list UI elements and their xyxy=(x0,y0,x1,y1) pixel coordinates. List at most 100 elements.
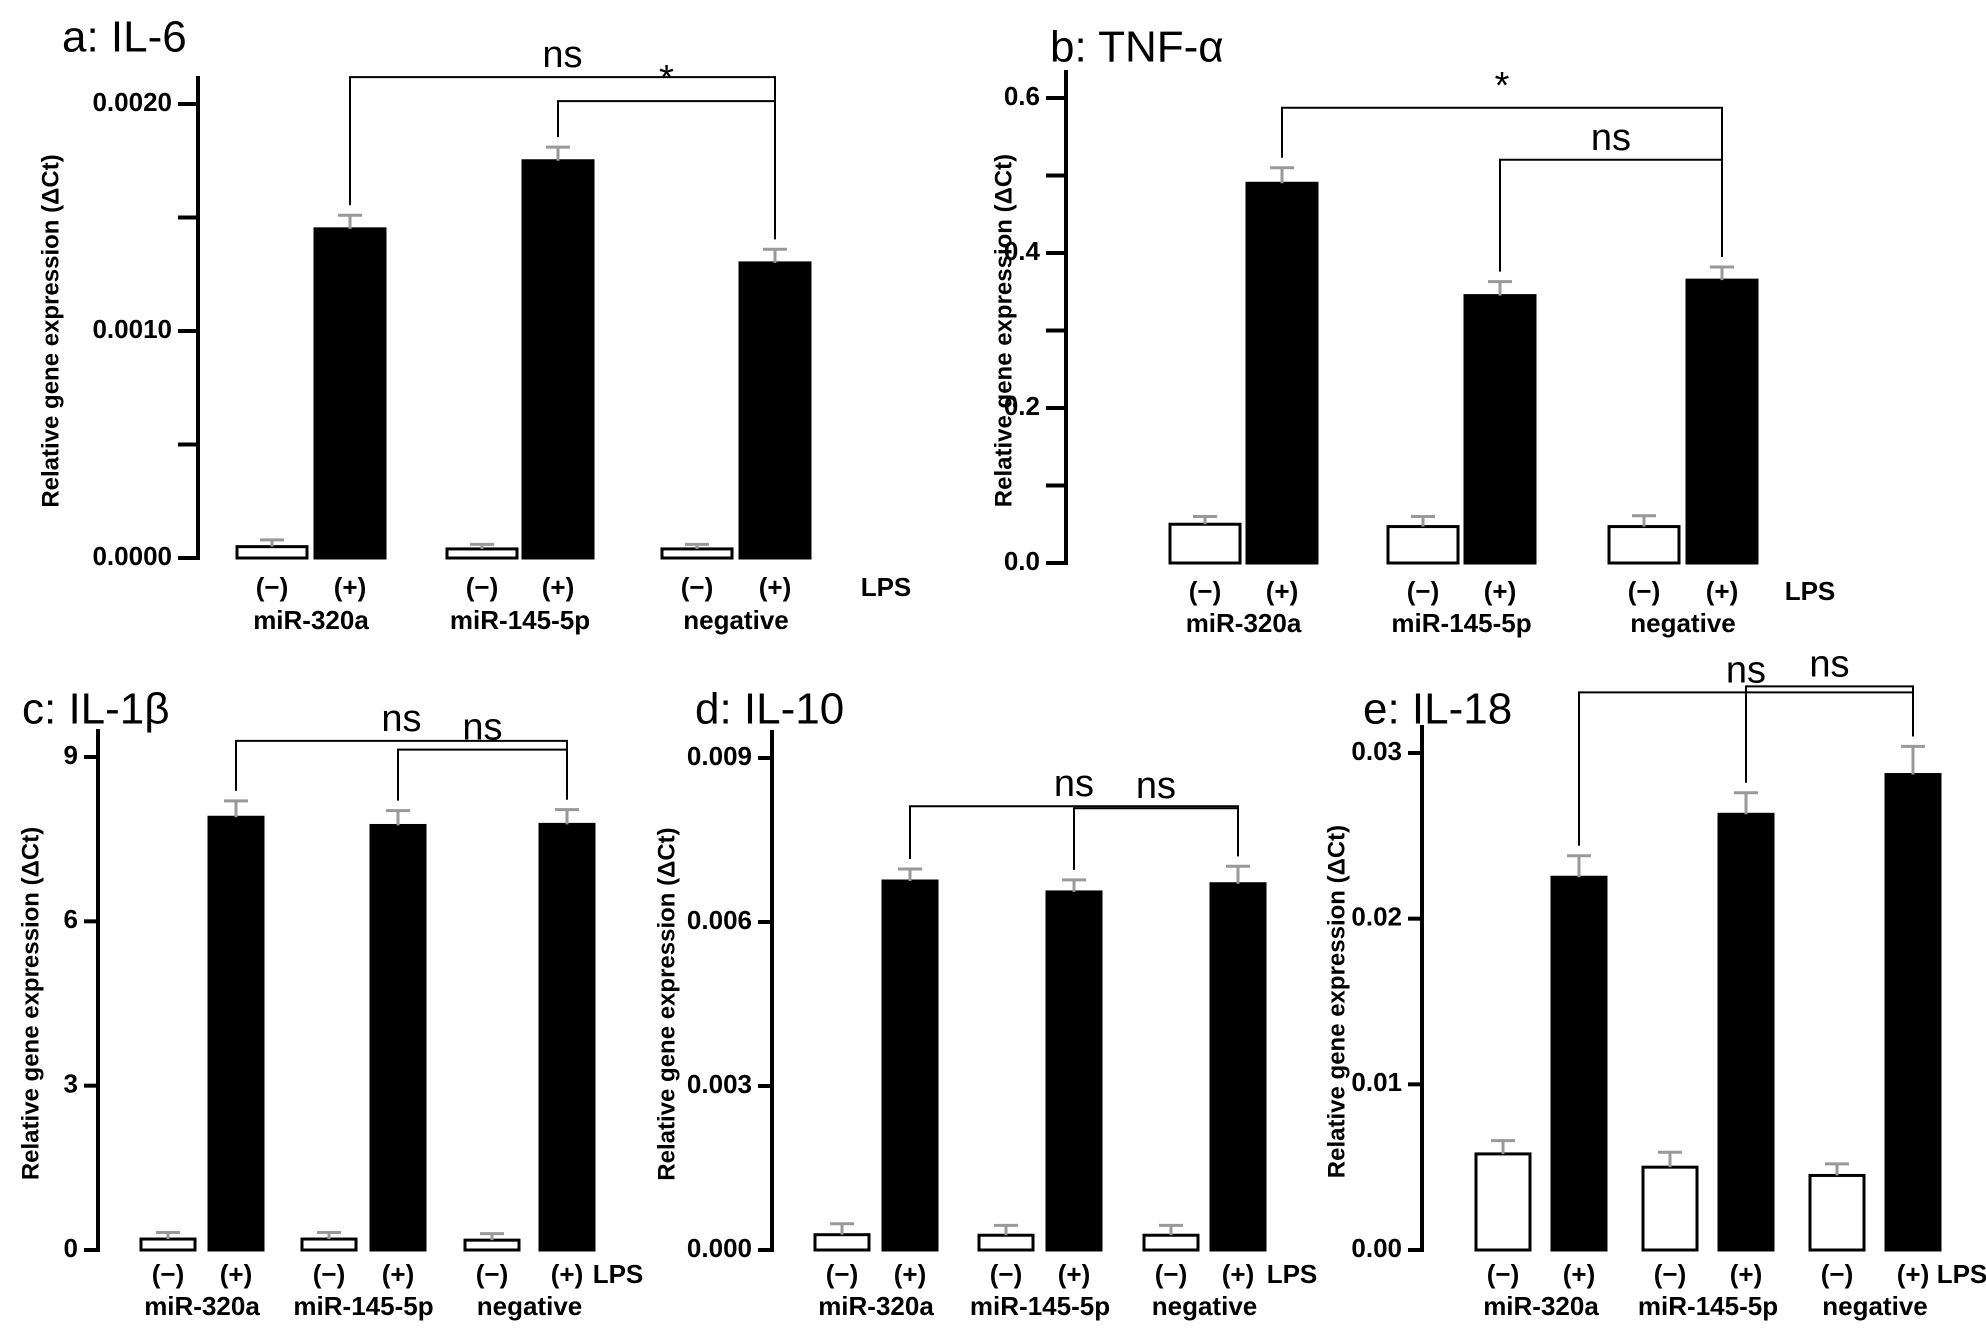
condition-label: (−) xyxy=(681,572,714,602)
y-tick-label: 0.006 xyxy=(687,905,752,935)
condition-label: (−) xyxy=(1654,1259,1687,1289)
condition-label: (+) xyxy=(551,1259,584,1289)
bar-lps-minus xyxy=(445,547,519,560)
y-tick-label: 0.4 xyxy=(1004,236,1041,266)
y-tick-label: 0.0010 xyxy=(92,314,172,344)
bar-lps-minus xyxy=(1474,1152,1532,1252)
bar-lps-minus xyxy=(139,1237,197,1252)
y-axis-label: Relative gene expression (ΔCt) xyxy=(37,154,64,507)
bar-lps-minus xyxy=(1641,1165,1699,1252)
y-axis-label: Relative gene expression (ΔCt) xyxy=(653,827,680,1180)
bar-lps-plus xyxy=(369,823,427,1252)
condition-label: (+) xyxy=(1058,1259,1091,1289)
y-tick-label: 0.03 xyxy=(1351,736,1402,766)
group-label: negative xyxy=(1822,1291,1928,1321)
condition-label: (+) xyxy=(1730,1259,1763,1289)
group-label: miR-320a xyxy=(1483,1291,1599,1321)
significance-label: * xyxy=(659,58,674,100)
y-tick-label: 0 xyxy=(64,1233,78,1263)
group-label: miR-145-5p xyxy=(970,1291,1110,1321)
significance-label: ns xyxy=(542,34,582,76)
significance-bracket xyxy=(1281,106,1723,257)
bar-lps-plus xyxy=(738,261,812,560)
condition-label: (−) xyxy=(1821,1259,1854,1289)
bar-lps-minus xyxy=(1168,522,1242,565)
bar-lps-minus xyxy=(1386,525,1460,565)
bar-lps-minus xyxy=(463,1238,521,1252)
bar-lps-plus xyxy=(881,879,939,1252)
bar-lps-minus xyxy=(977,1233,1035,1252)
bar-lps-plus xyxy=(1550,875,1608,1252)
significance-bracket xyxy=(1073,807,1239,870)
condition-label: (+) xyxy=(334,572,367,602)
bar-lps-plus xyxy=(1045,890,1103,1252)
condition-label: (−) xyxy=(476,1259,509,1289)
condition-label: (−) xyxy=(1628,576,1661,606)
condition-label: (−) xyxy=(256,572,289,602)
condition-label: (−) xyxy=(1407,576,1440,606)
bar-lps-plus xyxy=(313,227,387,560)
y-tick-label: 0.0020 xyxy=(92,87,172,117)
panel-title: c: IL-1β xyxy=(22,685,170,734)
panel-title: d: IL-10 xyxy=(695,685,844,734)
group-label: miR-320a xyxy=(253,605,369,635)
bar-lps-plus xyxy=(1209,882,1267,1252)
group-label: miR-320a xyxy=(818,1291,934,1321)
significance-label: ns xyxy=(462,707,502,749)
group-label: miR-320a xyxy=(1186,608,1302,638)
y-axis-label: Relative gene expression (ΔCt) xyxy=(17,827,44,1180)
bar-lps-minus xyxy=(1607,525,1681,565)
bar-lps-plus xyxy=(538,822,596,1252)
y-tick-label: 0.00 xyxy=(1351,1233,1402,1263)
condition-label: (+) xyxy=(382,1259,415,1289)
bar-lps-plus xyxy=(207,815,265,1252)
condition-label: (−) xyxy=(1487,1259,1520,1289)
bar-lps-plus xyxy=(1245,181,1319,565)
y-tick-label: 0.009 xyxy=(687,741,752,771)
y-axis-label: Relative gene expression (ΔCt) xyxy=(1323,825,1350,1178)
bar-lps-plus xyxy=(1463,294,1537,565)
condition-label: (−) xyxy=(826,1259,859,1289)
y-tick-label: 0.0000 xyxy=(92,541,172,571)
bar-lps-minus xyxy=(660,547,734,560)
group-label: miR-320a xyxy=(144,1291,260,1321)
bar-lps-minus xyxy=(235,545,309,560)
significance-label: * xyxy=(1495,65,1510,107)
panel-b: b: TNF-α 0.0 0.2 0.4 0.6 Relative gene expres… xyxy=(990,23,1835,638)
group-label: miR-145-5p xyxy=(1391,608,1531,638)
bar-lps-minus xyxy=(300,1237,358,1252)
significance-bracket xyxy=(557,100,776,240)
condition-label: (+) xyxy=(1706,576,1739,606)
condition-label: (+) xyxy=(542,572,575,602)
bar-lps-minus xyxy=(813,1233,871,1252)
panel-title: e: IL-18 xyxy=(1363,685,1512,734)
group-label: negative xyxy=(477,1291,583,1321)
lps-label: LPS xyxy=(1937,1259,1986,1289)
y-axis-label: Relative gene expression (ΔCt) xyxy=(990,154,1017,507)
y-tick-label: 0.01 xyxy=(1351,1067,1402,1097)
lps-label: LPS xyxy=(1267,1259,1318,1289)
significance-label: ns xyxy=(1054,763,1094,805)
condition-label: (−) xyxy=(990,1259,1023,1289)
condition-label: (−) xyxy=(152,1259,185,1289)
group-label: miR-145-5p xyxy=(1638,1291,1778,1321)
bar-lps-plus xyxy=(1717,812,1775,1252)
group-label: miR-145-5p xyxy=(293,1291,433,1321)
panel-title: b: TNF-α xyxy=(1050,23,1224,72)
condition-label: (+) xyxy=(1222,1259,1255,1289)
y-tick-label: 0.02 xyxy=(1351,902,1402,932)
bar-lps-plus xyxy=(1685,278,1759,565)
significance-label: ns xyxy=(1136,765,1176,807)
y-tick-label: 0.000 xyxy=(687,1233,752,1263)
significance-bracket xyxy=(1745,685,1914,783)
lps-label: LPS xyxy=(1785,576,1836,606)
y-tick-label: 0.6 xyxy=(1004,81,1040,111)
panel-a: a: IL-6 0.0000 0.0010 0.0020 Relative gene e… xyxy=(37,13,911,635)
panel-e: e: IL-18 0.00 0.01 0.02 0.03 Relative gene ex… xyxy=(1323,643,1986,1321)
lps-label: LPS xyxy=(593,1259,644,1289)
significance-label: ns xyxy=(1809,643,1849,685)
panel-d: d: IL-10 0.000 0.003 0.006 0.009 Relative gen… xyxy=(653,685,1317,1321)
significance-label: ns xyxy=(1591,117,1631,159)
condition-label: (+) xyxy=(894,1259,927,1289)
bar-lps-plus xyxy=(521,159,595,560)
